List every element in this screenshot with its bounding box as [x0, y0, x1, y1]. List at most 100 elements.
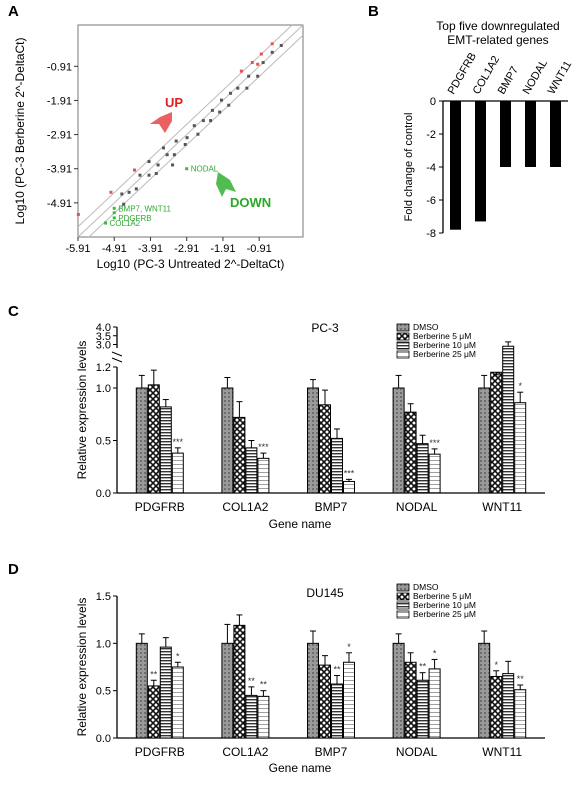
legend-label: DMSO	[413, 322, 439, 332]
gene-annotation: PDGFRB	[118, 214, 151, 223]
bar	[135, 642, 148, 739]
bar	[490, 675, 503, 739]
bar	[171, 666, 184, 739]
bar	[428, 453, 441, 494]
y-axis-label: Log10 (PC-3 Berberine 2^-DeltaCt)	[13, 37, 27, 224]
gene-point	[185, 136, 189, 140]
panel-a-scatter: -5.91 -4.91 -3.91 -2.91 -1.91 -0.91 -0.91 -1.91…	[13, 24, 304, 271]
y-tick-label: 0.0	[96, 733, 111, 745]
bar	[450, 101, 461, 230]
y-tick-label: -4.91	[47, 198, 72, 210]
y-tick-label: -4	[426, 162, 436, 174]
significance-marker: **	[517, 674, 525, 684]
category-label: WNT11	[546, 59, 575, 97]
bar	[514, 689, 527, 739]
y-tick-label: 4.0	[96, 322, 111, 334]
bar	[221, 387, 234, 494]
x-tick-label: -3.91	[138, 243, 163, 255]
panel-d-bar-chart: 0.0 0.5 1.0 1.5 Relative expression levels Ge…	[75, 582, 545, 775]
y-tick-label: -3.91	[47, 164, 72, 176]
y-tick-label: 3.5	[96, 331, 111, 343]
gene-point	[134, 187, 138, 191]
significance-marker: **	[419, 662, 427, 672]
y-tick-label: -2.91	[47, 130, 72, 142]
y-axis-label: Relative expression levels	[75, 598, 89, 737]
axis-break-mark	[111, 357, 123, 363]
legend-swatch	[396, 341, 410, 350]
gene-point	[162, 146, 166, 150]
gene-point	[210, 108, 214, 112]
y-axis-label: Relative expression levels	[75, 341, 89, 480]
upregulated-gene-point	[109, 190, 113, 194]
legend-label: Berberine 10 μM	[413, 340, 476, 350]
upregulated-gene-point	[239, 69, 243, 73]
gene-point	[138, 173, 142, 177]
legend-swatch	[396, 592, 410, 601]
category-label: PDGFRB	[135, 745, 185, 759]
legend-label: Berberine 25 μM	[413, 349, 476, 359]
legend-swatch	[396, 601, 410, 610]
bar	[171, 452, 184, 494]
gene-point	[236, 86, 240, 90]
gene-point	[183, 142, 187, 146]
category-label: COL1A2	[222, 500, 268, 514]
significance-marker: **	[333, 665, 341, 675]
y-tick-label: -2	[426, 129, 436, 141]
bar	[257, 695, 270, 739]
gene-point	[227, 103, 231, 107]
x-tick-label: -0.91	[247, 243, 272, 255]
bar	[404, 661, 417, 739]
significance-marker: *	[494, 660, 498, 670]
significance-marker: *	[176, 651, 180, 661]
bar	[500, 101, 511, 167]
bar	[307, 642, 319, 739]
downregulated-gene-point	[185, 167, 189, 171]
gene-point	[196, 132, 200, 136]
gene-point	[256, 74, 260, 78]
bar	[233, 416, 246, 494]
gene-point	[209, 119, 213, 123]
bar	[428, 668, 441, 739]
chart-title-line-1: Top five downregulated	[436, 19, 559, 33]
legend-label: DMSO	[413, 582, 439, 592]
significance-marker: **	[150, 669, 158, 679]
gene-point	[154, 172, 158, 176]
x-axis-label: Log10 (PC-3 Untreated 2^-DeltaCt)	[97, 257, 285, 271]
bar	[392, 387, 405, 494]
bar	[392, 642, 405, 739]
gene-point	[201, 119, 205, 123]
legend-label: Berberine 10 μM	[413, 600, 476, 610]
bar	[147, 685, 160, 739]
gene-point	[245, 86, 249, 90]
upregulated-gene-point	[76, 212, 80, 216]
y-tick-label: 0	[430, 96, 436, 108]
gene-point	[120, 192, 124, 196]
bar	[147, 384, 160, 494]
gene-point	[174, 139, 178, 143]
panel-letter-a: A	[8, 3, 19, 20]
panel-c-bar-chart: 0.0 0.5 1.0 1.2 3.03.54.0 Relative expression…	[75, 321, 545, 531]
x-tick-label: -2.91	[174, 243, 199, 255]
gene-point	[279, 43, 283, 47]
gene-point	[219, 98, 223, 102]
legend-label: Berberine 5 μM	[413, 591, 471, 601]
category-label: WNT11	[482, 500, 522, 514]
down-arrow	[216, 172, 236, 197]
y-tick-label: -6	[426, 195, 436, 207]
downregulated-gene-point	[104, 221, 108, 225]
significance-marker: **	[248, 676, 256, 686]
chart-title-line-2: EMT-related genes	[447, 33, 548, 47]
x-axis-label: Gene name	[269, 761, 332, 775]
x-tick-label: -1.91	[210, 243, 235, 255]
gene-point	[172, 153, 176, 157]
legend-label: Berberine 5 μM	[413, 331, 471, 341]
y-axis-label: Fold change of control	[403, 113, 415, 222]
x-tick-label: -5.91	[65, 243, 90, 255]
gene-point	[156, 163, 160, 167]
legend-swatch	[396, 610, 410, 619]
downregulated-gene-point	[112, 216, 116, 220]
bar	[159, 406, 172, 494]
y-tick-label: 1.0	[96, 383, 111, 395]
significance-marker: ***	[258, 442, 269, 452]
